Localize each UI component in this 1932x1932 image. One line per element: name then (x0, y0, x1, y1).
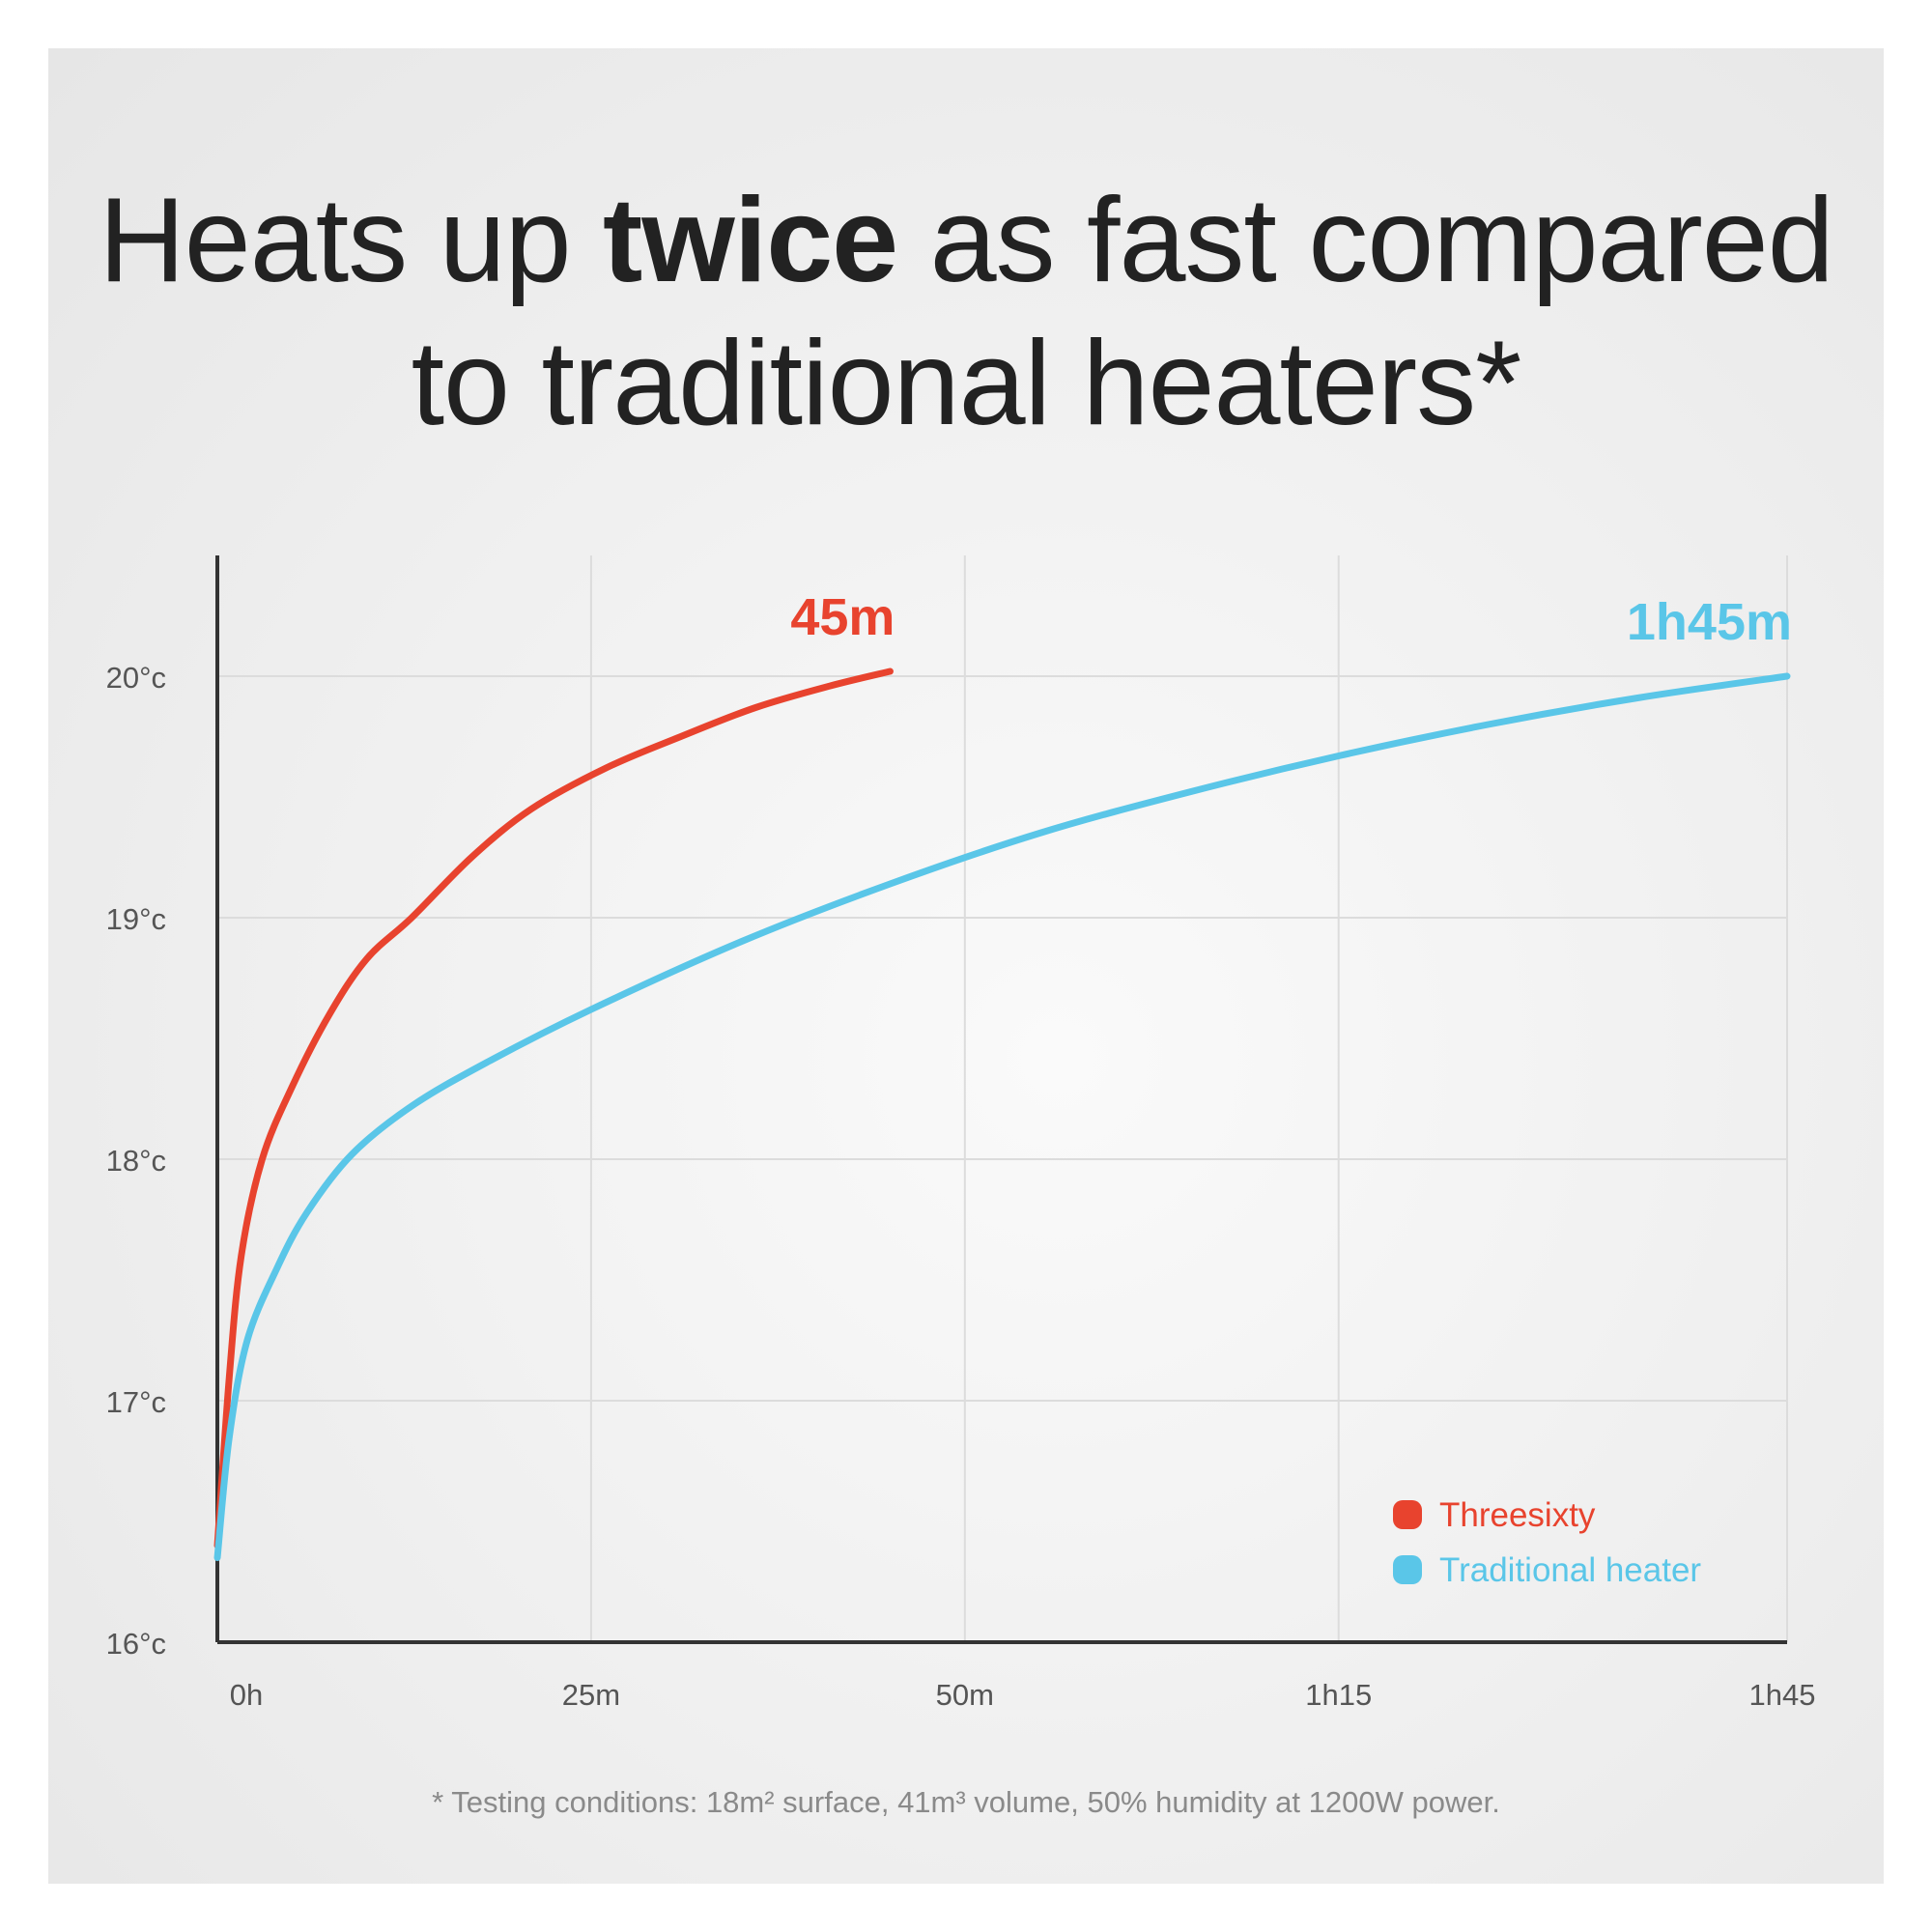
x-tick-label: 1h15 (1305, 1678, 1372, 1712)
series-line-traditional-heater (213, 672, 1791, 1561)
legend-label-traditional-heater: Traditional heater (1439, 1551, 1701, 1589)
y-tick-label: 20°c (106, 661, 166, 695)
footnote: * Testing conditions: 18m² surface, 41m³… (432, 1785, 1500, 1819)
end-label-threesixty: 45m (790, 588, 895, 646)
y-tick-label: 16°c (106, 1627, 166, 1661)
legend-label-threesixty: Threesixty (1439, 1496, 1596, 1534)
title-part-1: Heats up (99, 174, 604, 307)
x-tick-label: 50m (936, 1678, 994, 1712)
legend: Threesixty Traditional heater (1393, 1496, 1701, 1589)
end-labels: 45m 1h45m (790, 588, 1792, 651)
x-tick-label: 1h45 (1749, 1678, 1816, 1712)
x-tick-label: 0h (230, 1678, 263, 1712)
x-tick-label: 25m (562, 1678, 620, 1712)
y-tick-label: 18°c (106, 1144, 166, 1178)
title-bold-word: twice (603, 174, 898, 307)
title-part-2: as fast compared (897, 174, 1834, 307)
page-title: Heats up twice as fast compared to tradi… (0, 169, 1932, 455)
end-label-traditional-heater: 1h45m (1627, 593, 1792, 651)
background-panel (48, 48, 1884, 1884)
series-lines (213, 668, 1791, 1561)
y-tick-label: 17°c (106, 1385, 166, 1419)
y-tick-label: 19°c (106, 902, 166, 936)
title-line-2: to traditional heaters* (411, 317, 1522, 450)
axes (215, 555, 1787, 1644)
tick-labels: 16°c 17°c 18°c 19°c 20°c 0h 25m 50m 1h15 1h45 (106, 661, 1816, 1712)
legend-swatch-traditional-heater (1393, 1555, 1422, 1584)
legend-swatch-threesixty (1393, 1500, 1422, 1529)
grid-lines (217, 555, 1788, 1642)
series-line-threesixty (213, 668, 894, 1549)
